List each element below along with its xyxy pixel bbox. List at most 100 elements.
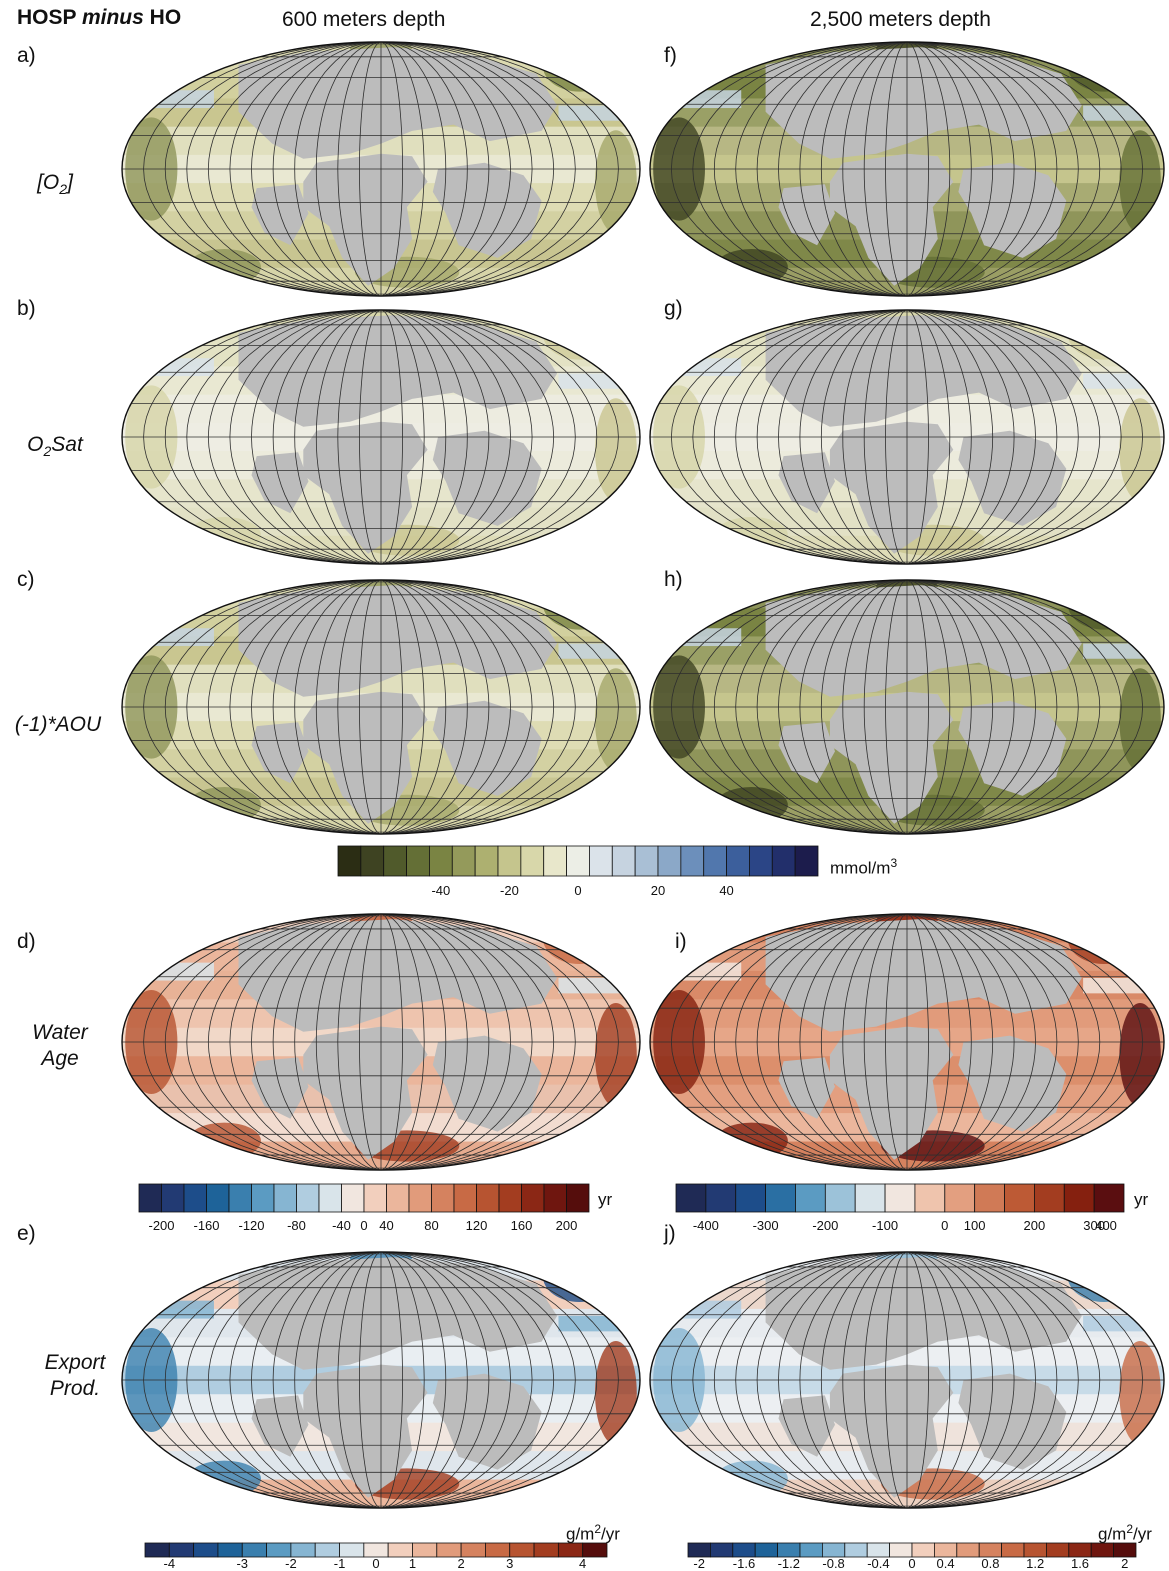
colorbar-tick-label: -40	[332, 1218, 351, 1233]
colorbar-swatch	[1001, 1542, 1025, 1558]
colorbar-age-2500m	[675, 1183, 1125, 1213]
graticule	[122, 310, 640, 564]
colorbar-swatch	[911, 1542, 935, 1558]
colorbar-tick-label: -160	[193, 1218, 220, 1233]
field-anomaly	[715, 248, 788, 286]
colorbar-tick-label: 120	[465, 1218, 488, 1233]
colorbar-swatch	[754, 1542, 778, 1558]
colorbar-swatch	[687, 1542, 711, 1558]
colorbar-swatch	[821, 1542, 846, 1558]
colorbar-tick-label: -0.8	[822, 1556, 845, 1571]
colorbar-tick-label: 100	[963, 1218, 986, 1233]
field-anomaly	[650, 1300, 742, 1319]
colorbar-tick-label: 0.4	[936, 1556, 955, 1571]
colorbar-swatch	[854, 1183, 886, 1213]
colorbar-swatch	[436, 1542, 462, 1558]
colorbar-swatch	[866, 1542, 890, 1558]
colorbar-swatch	[460, 1542, 486, 1558]
field-anomaly	[595, 668, 637, 772]
colorbar-swatch	[412, 1542, 438, 1558]
colorbar-swatch	[1045, 1542, 1070, 1558]
map-panel-c	[121, 579, 641, 835]
colorbar-swatch	[705, 1183, 737, 1213]
field-anomaly	[187, 786, 261, 824]
map-panel-h	[649, 579, 1165, 835]
colorbar-swatch	[1113, 1542, 1137, 1558]
field-anomaly	[1119, 398, 1161, 502]
colorbar-tick-label: 1.2	[1026, 1556, 1045, 1571]
colorbar-swatch	[709, 1542, 734, 1558]
land-mass	[778, 1057, 835, 1119]
field-anomaly	[187, 1460, 261, 1497]
colorbar-swatch	[543, 1183, 567, 1213]
colorbar-tick-label: 1	[408, 1556, 417, 1571]
map-outline	[649, 913, 1165, 1171]
colorbar-swatch	[726, 845, 750, 877]
map-panel-e	[121, 1251, 641, 1509]
panel-label-h: h)	[664, 568, 683, 591]
row-label-export-prod: Export Prod.	[44, 1351, 106, 1400]
colorbar-tick-label: 3	[506, 1556, 514, 1571]
land-mass	[238, 585, 558, 697]
field-anomaly	[650, 962, 742, 981]
colorbar-tick-label: -40	[431, 883, 451, 898]
colorbar-tick-label: -1.2	[777, 1556, 800, 1571]
field-anomaly	[558, 978, 640, 994]
land-mass	[238, 315, 558, 427]
colorbar-swatch	[634, 845, 659, 877]
field-anomaly	[542, 914, 616, 964]
colorbar-swatch	[451, 845, 476, 877]
field-anomaly	[595, 1003, 637, 1107]
colorbar-tick-label: -3	[236, 1556, 249, 1571]
colorbar-tick-label: 0	[360, 1218, 368, 1233]
field-anomaly	[558, 643, 640, 659]
colorbar-age-600m-unit: yr	[598, 1190, 613, 1209]
colorbar-swatch	[1090, 1542, 1115, 1558]
colorbar-tick-label: 200	[555, 1218, 578, 1233]
field-anomaly	[650, 90, 742, 109]
field-anomaly	[122, 962, 214, 981]
map-panel-f	[649, 41, 1165, 297]
panel-label-e: e)	[17, 1222, 36, 1245]
colorbar-swatch	[557, 1542, 584, 1558]
land-mass	[829, 1364, 954, 1498]
map-field	[650, 42, 1164, 296]
field-anomaly	[650, 358, 742, 377]
colorbar-tick-label: -300	[752, 1218, 779, 1233]
colorbar-tick-label: -20	[500, 883, 519, 898]
colorbar-swatch	[956, 1542, 980, 1558]
field-anomaly	[122, 1300, 214, 1319]
colorbar-swatch	[884, 1183, 916, 1213]
field-anomaly	[595, 398, 637, 502]
colorbar-oxygen	[337, 845, 819, 877]
colorbar-export-2500m-unit: g/m2/yr	[1098, 1522, 1152, 1544]
colorbar-swatch	[735, 1183, 767, 1213]
land-mass	[765, 919, 1082, 1032]
colorbar-export-600m-unit: g/m2/yr	[566, 1522, 620, 1544]
map-outline	[121, 913, 641, 1171]
map-panel-j	[649, 1251, 1165, 1509]
land-mass	[778, 184, 835, 246]
map-field	[122, 1252, 640, 1508]
colorbar-tick-label: -1.6	[732, 1556, 756, 1571]
map-panel-g	[649, 309, 1165, 565]
colorbar-swatch	[251, 1183, 275, 1213]
colorbar-swatch	[611, 845, 636, 877]
row-label-aou: (-1)*AOU	[14, 713, 102, 736]
colorbar-age-2500m-ticks: -400 -300 -200 -100 0 100 200 300 400	[676, 1218, 1124, 1236]
field-anomaly	[187, 248, 261, 286]
land-mass	[765, 315, 1082, 427]
land-mass	[303, 691, 428, 824]
colorbar-swatch	[1093, 1183, 1125, 1213]
map-field	[650, 914, 1164, 1170]
colorbar-swatch	[193, 1542, 219, 1558]
colorbar-tick-label: 40	[719, 883, 734, 898]
land-mass	[303, 1026, 428, 1160]
colorbar-swatch	[799, 1542, 823, 1558]
colorbar-export-600m-ticks: -4 -3 -2 -1 0 1 2 3 4	[145, 1556, 607, 1571]
colorbar-swatch	[520, 845, 545, 877]
colorbar-swatch	[383, 845, 407, 877]
land-mass	[238, 1257, 558, 1370]
title-part-minus: minus	[81, 6, 144, 29]
field-anomaly	[1119, 130, 1161, 234]
